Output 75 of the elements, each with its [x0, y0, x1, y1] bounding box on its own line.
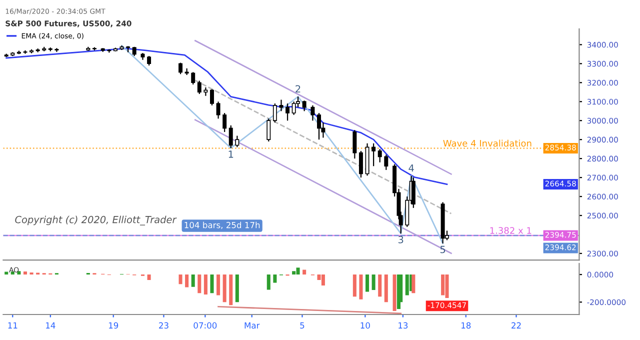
bar [4, 272, 8, 275]
candlestick [216, 101, 220, 120]
annotation: 5 [440, 246, 446, 254]
candlestick [23, 50, 28, 54]
candlestick [279, 99, 284, 112]
annotation: 3 [398, 236, 404, 244]
candlestick [411, 176, 416, 208]
x-tick-label: 5 [300, 322, 304, 329]
bar [302, 270, 306, 275]
candlestick [228, 124, 233, 149]
ref-line-label: 1.382 x 1 [490, 227, 532, 234]
bar [10, 271, 14, 275]
candlestick [266, 118, 271, 142]
ref-line-label: Wave 4 Invalidation [443, 140, 532, 147]
candlestick [197, 80, 202, 95]
annotation: 4 [408, 164, 414, 172]
bar [441, 274, 445, 296]
candlestick [147, 55, 152, 66]
bar [17, 271, 21, 275]
x-tick-label: Mar [244, 322, 260, 329]
bar [185, 274, 189, 288]
candlestick [210, 88, 214, 106]
bar [352, 274, 356, 297]
bar [30, 272, 34, 275]
candlestick [302, 100, 306, 112]
candlestick [310, 104, 315, 122]
x-tick-label: 11 [8, 322, 18, 328]
x-tick-label: 23 [159, 322, 168, 329]
bar [204, 274, 208, 295]
bar [235, 274, 239, 302]
bar [23, 271, 27, 275]
candlestick [358, 150, 363, 178]
bar [178, 274, 182, 284]
bar [359, 274, 363, 300]
x-tick-label: 22 [512, 322, 521, 328]
annotation: 1 [228, 150, 234, 158]
bar [147, 274, 151, 280]
bar [216, 274, 220, 296]
bar [366, 274, 370, 292]
bar [292, 271, 296, 275]
bar [378, 274, 382, 297]
bar [296, 268, 300, 275]
candlestick [384, 154, 388, 170]
bar [229, 274, 233, 306]
candlestick [222, 112, 227, 133]
candlestick [352, 130, 357, 160]
bar [321, 274, 325, 286]
x-tick-label: 19 [108, 322, 118, 329]
candlestick [317, 112, 321, 140]
candlestick [272, 102, 277, 124]
annotation: Copyright (c) 2020, Elliott_Trader [15, 216, 177, 226]
x-tick-label: 07:00 [194, 322, 217, 329]
candlestick [178, 62, 183, 75]
candlestick [286, 102, 290, 122]
bar [384, 274, 388, 302]
bar [392, 274, 396, 312]
bar [266, 274, 270, 290]
candlestick [191, 72, 196, 86]
candlestick [378, 148, 382, 163]
x-tick-label: 14 [46, 322, 56, 328]
candlestick [372, 142, 376, 167]
ref-line-label: 104 bars, 25d 17h [184, 222, 260, 230]
x-tick-label: 13 [398, 322, 408, 329]
bar [222, 274, 226, 302]
bar [191, 274, 195, 287]
x-tick-label: 10 [360, 322, 370, 329]
bar [445, 274, 449, 298]
candlestick [235, 135, 240, 148]
annotation: 2 [296, 85, 300, 92]
x-tick-label: 18 [462, 322, 471, 329]
bar [372, 274, 376, 290]
bar [198, 274, 202, 294]
bar [273, 274, 277, 283]
bar [405, 274, 409, 296]
bar [210, 274, 214, 294]
